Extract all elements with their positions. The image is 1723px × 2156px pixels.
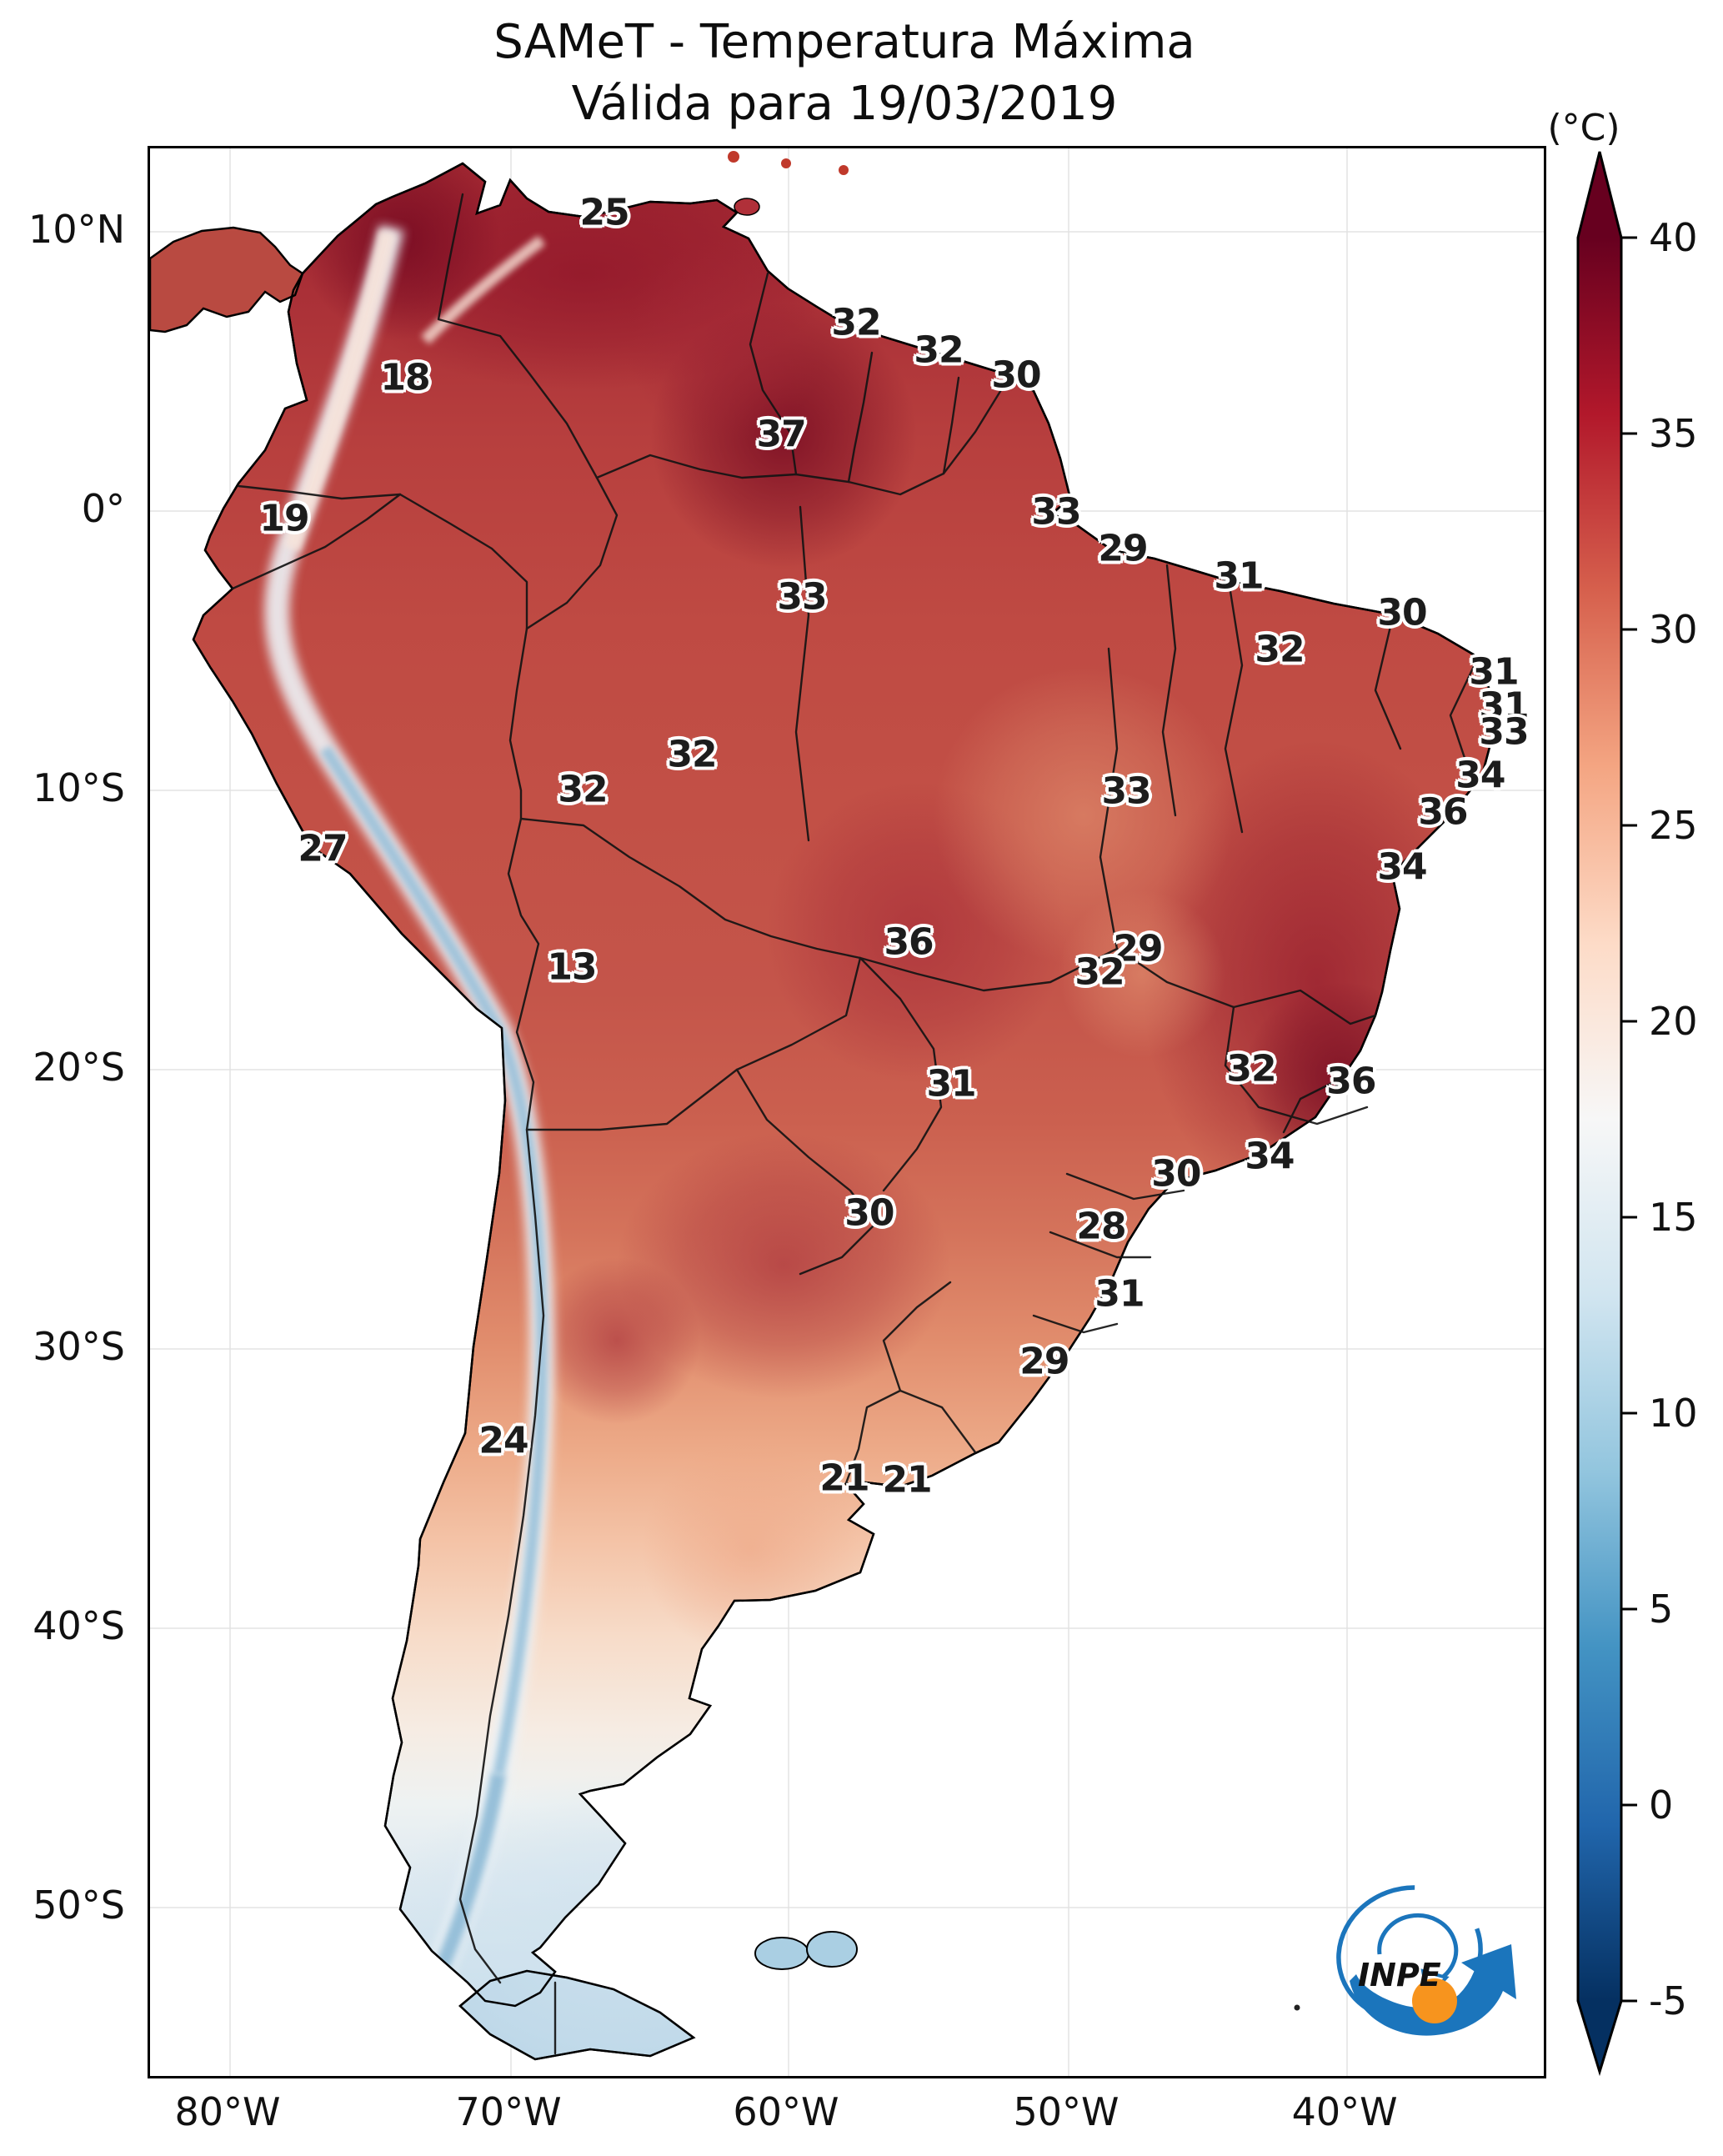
panama-landmass <box>150 226 304 333</box>
map-frame: INPE 25 18 32 32 30 37 19 33 29 31 30 32 33 31 31 33 34 3… <box>148 146 1546 2078</box>
longitude-axis: 80°W 70°W 60°W 50°W 40°W <box>148 2088 1541 2138</box>
colorbar-tick-label: 5 <box>1649 1587 1673 1632</box>
colorbar-tick-label: 30 <box>1649 607 1698 652</box>
lat-tick-label: 10°S <box>33 765 125 810</box>
latitude-axis: 10°N 0° 10°S 20°S 30°S 40°S 50°S <box>0 146 125 2073</box>
colorbar-tick-label: 20 <box>1649 999 1698 1044</box>
islands <box>728 151 1300 2011</box>
colorbar-ticks: 40 35 30 25 20 15 10 5 0 -5 <box>1621 215 1698 2023</box>
colorbar-tick-label: 35 <box>1649 411 1698 456</box>
logo-text: INPE <box>1358 1957 1441 1993</box>
colorbar-tick-label: -5 <box>1649 1978 1687 2023</box>
lat-tick-label: 20°S <box>33 1044 125 1090</box>
falkland-west-island <box>754 1937 809 1970</box>
temperature-map: INPE <box>150 148 1544 2076</box>
lon-tick-label: 70°W <box>455 2089 562 2134</box>
lon-tick-label: 50°W <box>1013 2089 1119 2134</box>
title-line-2: Válida para 19/03/2019 <box>571 77 1118 131</box>
lat-tick-label: 10°N <box>28 207 125 253</box>
lon-tick-label: 60°W <box>733 2089 839 2134</box>
falkland-east-island <box>806 1931 858 1968</box>
lat-tick-label: 50°S <box>33 1882 125 1928</box>
title-line-1: SAMeT - Temperatura Máxima <box>493 15 1195 69</box>
colorbar-tick-label: 25 <box>1649 803 1698 848</box>
colorbar-tick-label: 40 <box>1649 215 1698 260</box>
lon-tick-label: 40°W <box>1291 2089 1398 2134</box>
colorbar-bar <box>1576 151 1623 2077</box>
lat-tick-label: 0° <box>81 485 125 531</box>
logo-swoosh-arrow <box>1350 1944 1516 2036</box>
lat-tick-label: 30°S <box>33 1323 125 1369</box>
colorbar-tick-label: 15 <box>1649 1195 1698 1240</box>
inpe-logo: INPE <box>1336 1885 1516 2036</box>
logo-orange-dot <box>1412 1978 1457 2023</box>
colorbar-tick-label: 0 <box>1649 1782 1673 1828</box>
political-borders <box>231 193 1478 2055</box>
page-title: SAMeT - Temperatura Máxima Válida para 1… <box>148 12 1541 135</box>
lat-tick-label: 40°S <box>33 1602 125 1648</box>
lon-tick-label: 80°W <box>174 2089 281 2134</box>
colorbar-tick-label: 10 <box>1649 1391 1698 1436</box>
colorbar: 40 35 30 25 20 15 10 5 0 -5 <box>1576 151 1698 2077</box>
colorbar-unit-label: (°C) <box>1547 107 1620 149</box>
